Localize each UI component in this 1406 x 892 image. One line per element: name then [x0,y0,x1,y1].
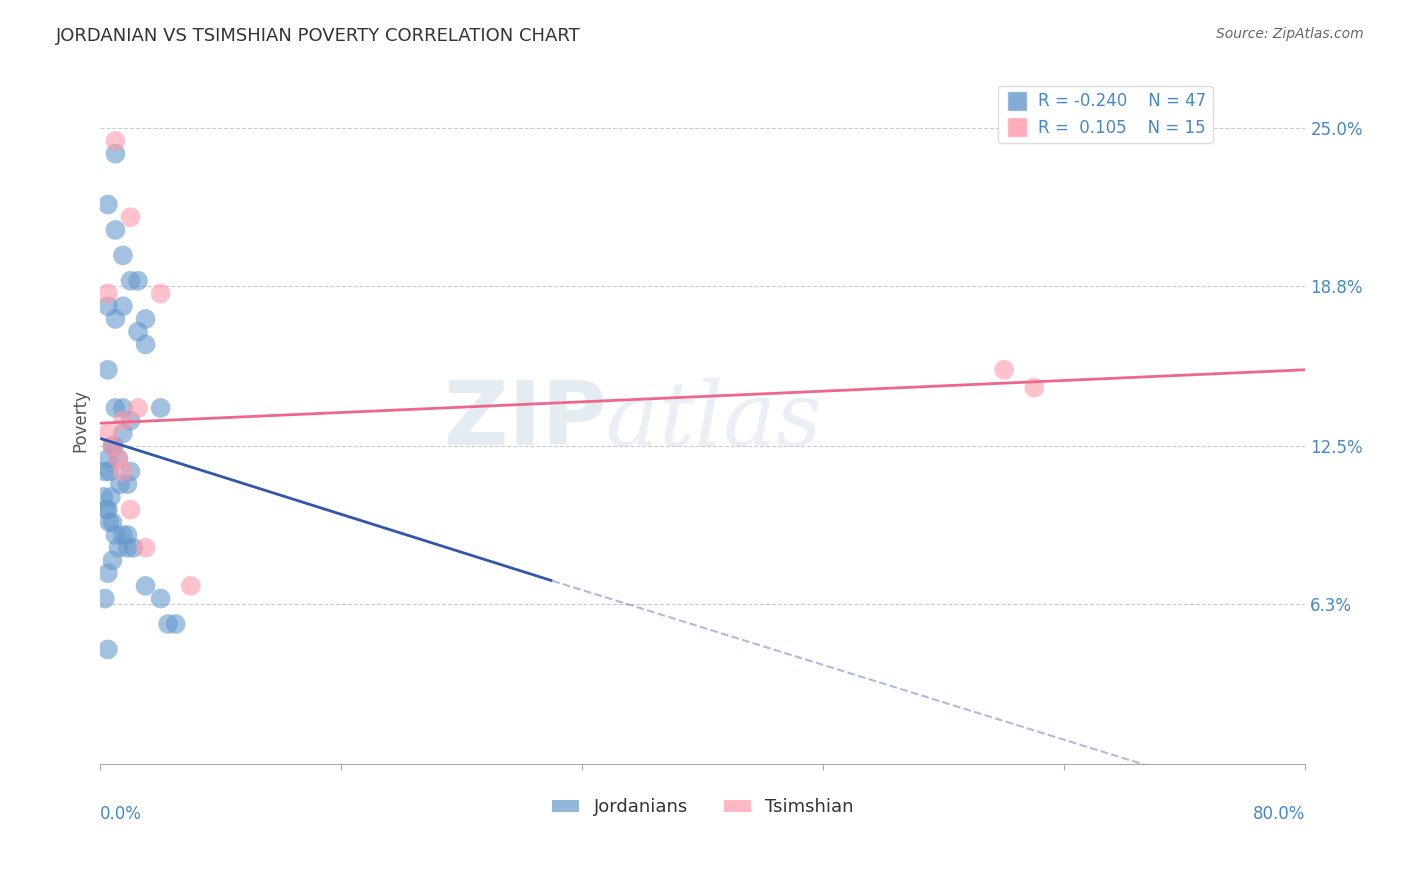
Point [104,146,127,161]
Point [135,579,157,593]
Point [127,274,149,288]
Point [122,541,145,555]
Point [111,248,134,262]
Point [101,553,124,567]
Point [993,363,1015,377]
Point [135,541,157,555]
Point [117,528,139,542]
Point [97,197,120,211]
Point [111,299,134,313]
Point [165,617,187,632]
Legend: Jordanians, Tsimshian: Jordanians, Tsimshian [544,791,860,823]
Point [97,642,120,657]
Point [117,541,139,555]
Point [96,502,118,516]
Point [97,566,120,581]
Point [120,211,142,225]
Point [111,426,134,441]
Point [107,451,129,466]
Point [94,591,117,606]
Point [120,274,142,288]
Point [111,528,134,542]
Point [111,414,134,428]
Point [97,286,120,301]
Point [107,541,129,555]
Point [107,451,129,466]
Point [97,299,120,313]
Point [104,312,127,326]
Point [180,579,202,593]
Point [104,401,127,415]
Point [108,477,131,491]
Point [117,477,139,491]
Text: Source: ZipAtlas.com: Source: ZipAtlas.com [1216,27,1364,41]
Point [103,439,125,453]
Text: JORDANIAN VS TSIMSHIAN POVERTY CORRELATION CHART: JORDANIAN VS TSIMSHIAN POVERTY CORRELATI… [56,27,581,45]
Point [135,337,157,351]
Point [1024,381,1046,395]
Point [104,134,127,148]
Y-axis label: Poverty: Poverty [72,389,89,452]
Point [111,465,134,479]
Point [104,528,127,542]
Point [120,502,142,516]
Point [135,312,157,326]
Point [97,451,120,466]
Point [111,401,134,415]
Point [120,414,142,428]
Point [97,502,120,516]
Point [94,465,117,479]
Point [149,286,172,301]
Point [149,591,172,606]
Point [97,426,120,441]
Point [101,439,124,453]
Point [101,516,124,530]
Point [127,325,149,339]
Point [157,617,180,632]
Point [149,401,172,415]
Point [98,465,121,479]
Point [93,490,115,504]
Text: 0.0%: 0.0% [100,805,142,823]
Point [127,401,149,415]
Text: atlas: atlas [606,377,823,464]
Point [120,465,142,479]
Point [104,223,127,237]
Point [97,363,120,377]
Point [101,439,124,453]
Text: ZIP: ZIP [444,377,606,464]
Point [98,516,121,530]
Text: 80.0%: 80.0% [1253,805,1305,823]
Point [100,490,122,504]
